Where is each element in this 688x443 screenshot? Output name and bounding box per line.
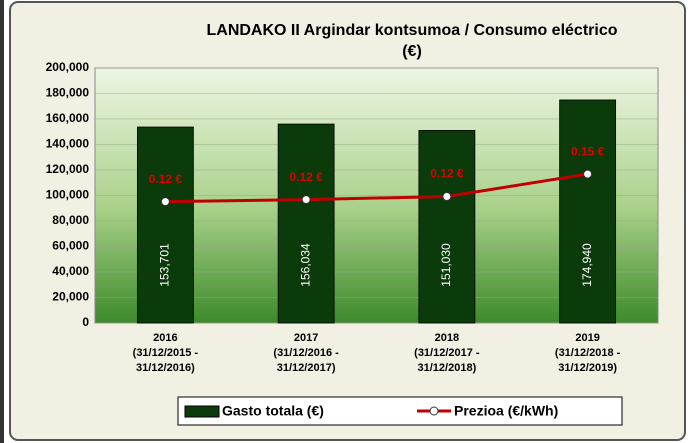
legend-swatch [429,406,439,416]
line-value-label: 0.12 € [289,170,323,184]
line-value-label: 0.15 € [571,144,605,158]
bar-value-label: 153,701 [158,243,172,287]
bar [559,99,617,324]
line-value-label: 0.12 € [149,172,183,186]
bar [277,123,335,324]
y-tick-label: 200,000 [46,60,90,74]
bar [418,130,476,324]
y-tick-label: 40,000 [52,264,89,278]
x-tick-label: 31/12/2016) [136,362,195,374]
legend [177,396,623,426]
legend-label: Prezioa (€/kWh) [454,403,558,419]
x-tick-label: (31/12/2015 - [133,347,199,359]
x-tick-label: (31/12/2018 - [555,347,621,359]
chart-title: (€) [402,43,422,60]
x-tick-label: 2018 [435,332,459,344]
y-tick-label: 20,000 [52,290,89,304]
x-tick-label: 2017 [294,332,318,344]
x-tick-label: (31/12/2017 - [414,347,480,359]
legend-label: Gasto totala (€) [222,403,324,419]
y-tick-label: 120,000 [46,162,90,176]
line-value-label: 0.12 € [430,167,464,181]
x-tick-label: 2016 [153,332,177,344]
line-point [301,195,311,205]
line-point [160,197,170,207]
y-tick-label: 60,000 [52,239,89,253]
x-tick-label: 31/12/2017) [277,362,336,374]
legend-swatch [184,405,220,418]
y-tick-label: 0 [82,315,89,329]
x-tick-label: (31/12/2016 - [273,347,339,359]
x-tick-label: 2019 [575,332,599,344]
y-tick-label: 180,000 [46,86,90,100]
line-point [442,192,452,202]
y-tick-label: 100,000 [46,188,90,202]
chart-title: LANDAKO II Argindar kontsumoa / Consumo … [206,22,617,39]
y-tick-label: 80,000 [52,213,89,227]
x-tick-label: 31/12/2018) [418,362,477,374]
y-tick-label: 140,000 [46,137,90,151]
edge [0,0,4,443]
bar-value-label: 156,034 [298,243,312,287]
bar [136,126,194,324]
x-tick-label: 31/12/2019) [558,362,617,374]
y-tick-label: 160,000 [46,111,90,125]
line-point [583,169,593,179]
bar-value-label: 174,940 [580,243,594,287]
line [165,172,588,204]
bar-value-label: 151,030 [439,243,453,287]
